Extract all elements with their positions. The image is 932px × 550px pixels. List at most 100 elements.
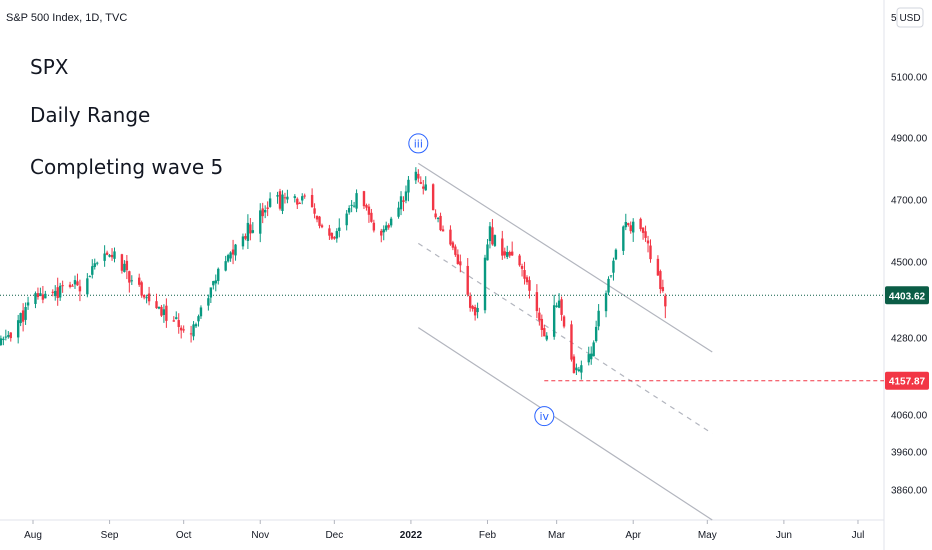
candle bbox=[491, 218, 494, 246]
candle-body bbox=[93, 263, 96, 267]
candle bbox=[58, 282, 62, 301]
candle bbox=[281, 190, 284, 215]
price-axis[interactable]: 5100.00 4900.00 4700.00 4500.00 4280.00 4060.… bbox=[891, 73, 928, 497]
candle bbox=[362, 190, 366, 210]
candle-body bbox=[350, 204, 353, 206]
time-axis[interactable]: Aug Sep Oct Nov Dec 2022 Feb Mar Apr May Jun Jul bbox=[24, 520, 864, 541]
candle bbox=[234, 243, 237, 261]
candle bbox=[189, 325, 193, 343]
candle bbox=[575, 363, 578, 375]
candle-body bbox=[39, 293, 42, 296]
candle-body bbox=[483, 257, 487, 311]
candle bbox=[483, 254, 487, 314]
current-price-tag: 4403.62 bbox=[885, 286, 929, 305]
candle-body bbox=[441, 229, 445, 232]
candle bbox=[320, 223, 324, 229]
candle bbox=[328, 224, 331, 240]
candle bbox=[614, 248, 618, 261]
candle bbox=[572, 354, 576, 374]
candle-body bbox=[370, 212, 373, 222]
candle-body bbox=[538, 312, 541, 321]
candle bbox=[4, 329, 8, 341]
candle-body bbox=[165, 305, 168, 321]
candle bbox=[436, 217, 440, 223]
candle bbox=[555, 302, 558, 308]
candle-body bbox=[4, 336, 8, 338]
candle-body bbox=[609, 275, 613, 277]
candle bbox=[224, 255, 227, 272]
candle bbox=[540, 314, 544, 337]
candle-body bbox=[234, 244, 237, 256]
candle bbox=[338, 218, 341, 238]
candle-body bbox=[54, 290, 57, 297]
candle-body bbox=[422, 186, 425, 189]
candle bbox=[293, 194, 297, 203]
candle bbox=[197, 314, 200, 327]
candle-body bbox=[296, 198, 299, 205]
candle bbox=[7, 331, 10, 339]
candle bbox=[434, 209, 437, 220]
time-tick-label: Apr bbox=[625, 530, 641, 541]
candle bbox=[86, 273, 89, 298]
candle bbox=[71, 283, 74, 287]
candle bbox=[147, 286, 151, 306]
candle-body bbox=[592, 342, 595, 357]
candle bbox=[570, 320, 573, 362]
support-price-tag-label: 4157.87 bbox=[889, 377, 926, 388]
candle-body bbox=[570, 324, 573, 360]
candle bbox=[226, 253, 230, 263]
candle-body bbox=[263, 209, 267, 213]
candle-body bbox=[130, 280, 133, 282]
currency-button[interactable] bbox=[896, 7, 924, 28]
drawing-layer bbox=[0, 162, 884, 521]
candle-body bbox=[397, 207, 400, 217]
candle-body bbox=[182, 329, 185, 331]
candle bbox=[525, 275, 529, 285]
candle bbox=[347, 205, 351, 215]
candle bbox=[259, 203, 262, 243]
annotation-range: Daily Range bbox=[30, 103, 150, 127]
candle bbox=[365, 203, 368, 211]
candle bbox=[488, 222, 492, 249]
candle bbox=[454, 244, 457, 257]
candle-body bbox=[580, 365, 583, 373]
candle-body bbox=[362, 191, 366, 207]
candle bbox=[399, 191, 403, 216]
candle-body bbox=[471, 306, 474, 310]
candle bbox=[352, 201, 356, 208]
candle-body bbox=[503, 251, 506, 256]
candle-body bbox=[207, 298, 210, 306]
candle bbox=[175, 311, 178, 320]
wave-label-iv: iv bbox=[534, 406, 555, 427]
candle bbox=[622, 225, 625, 255]
candle bbox=[501, 230, 504, 260]
annotation-wave: Completing wave 5 bbox=[30, 155, 223, 179]
candle-body bbox=[293, 196, 297, 199]
candle bbox=[315, 215, 319, 223]
symbol-title[interactable]: S&P 500 Index, 1D, TVC bbox=[6, 12, 127, 24]
candle-body bbox=[142, 294, 146, 298]
candle-body bbox=[404, 191, 408, 201]
candle bbox=[330, 232, 334, 241]
candle-body bbox=[419, 182, 422, 184]
candle bbox=[88, 275, 92, 278]
time-tick-label: Jul bbox=[852, 530, 865, 541]
candle-body bbox=[110, 254, 114, 258]
candle-body bbox=[261, 208, 264, 217]
candle bbox=[34, 291, 37, 309]
candle-body bbox=[493, 235, 497, 246]
wave-label-circle bbox=[534, 406, 555, 427]
candle-body bbox=[214, 280, 217, 284]
candle-body bbox=[61, 285, 64, 287]
candle-body bbox=[41, 294, 45, 300]
time-tick-label: Jun bbox=[776, 530, 792, 541]
candle-body bbox=[520, 265, 524, 269]
candle-body bbox=[298, 202, 301, 204]
candle bbox=[510, 241, 514, 256]
candle bbox=[372, 219, 376, 233]
candle bbox=[61, 280, 64, 293]
candle-body bbox=[259, 210, 262, 234]
candle bbox=[355, 189, 358, 213]
candle bbox=[520, 263, 524, 277]
